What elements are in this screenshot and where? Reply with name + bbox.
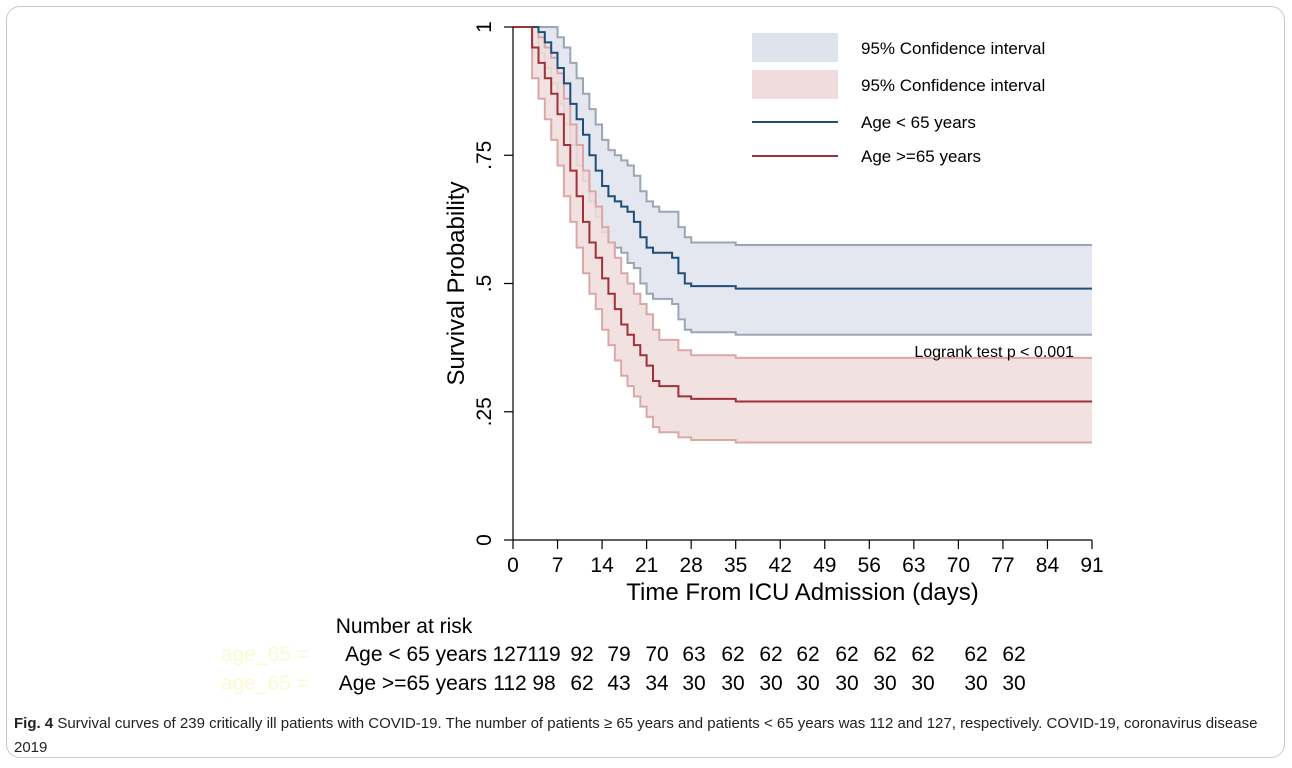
x-tick-label: 21 [635,554,658,577]
risk-value: 34 [645,672,669,695]
risk-value: 127 [492,643,527,666]
x-tick-label: 49 [813,554,836,577]
risk-value: 30 [682,672,705,695]
figure-label: Fig. 4 [14,715,54,732]
risk-value: 62 [570,672,593,695]
risk-value: 30 [873,672,896,695]
survival-curve-0 [513,26,1092,290]
x-tick-label: 84 [1036,554,1060,577]
risk-row-ghost-label: age_65 = [221,643,309,666]
x-tick-label: 63 [902,554,925,577]
risk-value: 62 [1002,643,1025,666]
ci-band-0 [513,27,1092,335]
risk-row-label: Age >=65 years [339,672,487,695]
risk-value: 43 [607,672,630,695]
x-tick-label: 42 [769,554,792,577]
legend-label: 95% Confidence interval [861,39,1045,58]
x-axis-title: Time From ICU Admission (days) [626,579,979,606]
ci-band-1 [513,27,1092,443]
risk-value: 62 [873,643,896,666]
risk-value: 62 [796,643,819,666]
legend-label: Age >=65 years [861,147,981,166]
y-tick-label: 1 [473,21,496,33]
risk-value: 62 [835,643,858,666]
risk-value: 62 [721,643,744,666]
y-tick-label: .5 [473,275,496,293]
y-tick-label: .75 [473,141,496,170]
logrank-annotation: Logrank test p < 0.001 [914,344,1074,361]
risk-value: 70 [645,643,668,666]
risk-row-label: Age < 65 years [345,643,487,666]
y-tick-label: .25 [473,397,496,426]
risk-table-title: Number at risk [336,615,473,638]
x-tick-label: 56 [858,554,881,577]
x-tick-label: 77 [991,554,1014,577]
risk-value: 98 [532,672,555,695]
y-tick-label: 0 [473,534,496,546]
risk-value: 30 [835,672,858,695]
risk-value: 30 [721,672,744,695]
x-tick-label: 7 [552,554,564,577]
risk-value: 79 [607,643,630,666]
x-tick-label: 91 [1080,554,1103,577]
caption-text: Survival curves of 239 critically ill pa… [14,715,1258,756]
legend-swatch-band [752,33,838,62]
x-tick-label: 28 [679,554,702,577]
legend-label: 95% Confidence interval [861,76,1045,95]
risk-value: 30 [796,672,819,695]
x-tick-label: 14 [590,554,614,577]
survival-curve-1 [513,26,1092,403]
risk-value: 30 [964,672,987,695]
risk-value: 62 [964,643,987,666]
risk-value: 62 [911,643,934,666]
risk-row-ghost-label: age_65 = [221,672,309,695]
figure-caption: Fig. 4 Survival curves of 239 critically… [14,712,1276,760]
risk-value: 112 [493,672,526,695]
risk-value: 62 [759,643,782,666]
survival-chart: 0 .25 .5 .75 1 0 7 14 21 28 35 42 49 56 63 70 77 84 91 Time… [221,21,1104,695]
x-tick-label: 70 [947,554,970,577]
risk-value: 63 [682,643,705,666]
x-tick-label: 35 [724,554,747,577]
risk-value: 92 [570,643,593,666]
risk-value: 119 [527,643,560,666]
ci-upper-edge-0 [513,26,1092,246]
y-axis-title: Survival Probability [443,181,470,385]
ci-lower-edge-1 [513,26,1092,444]
risk-value: 30 [1002,672,1025,695]
risk-value: 30 [759,672,782,695]
x-tick-label: 0 [507,554,519,577]
risk-value: 30 [911,672,934,695]
legend-swatch-band [752,70,838,99]
legend-label: Age < 65 years [861,113,976,132]
